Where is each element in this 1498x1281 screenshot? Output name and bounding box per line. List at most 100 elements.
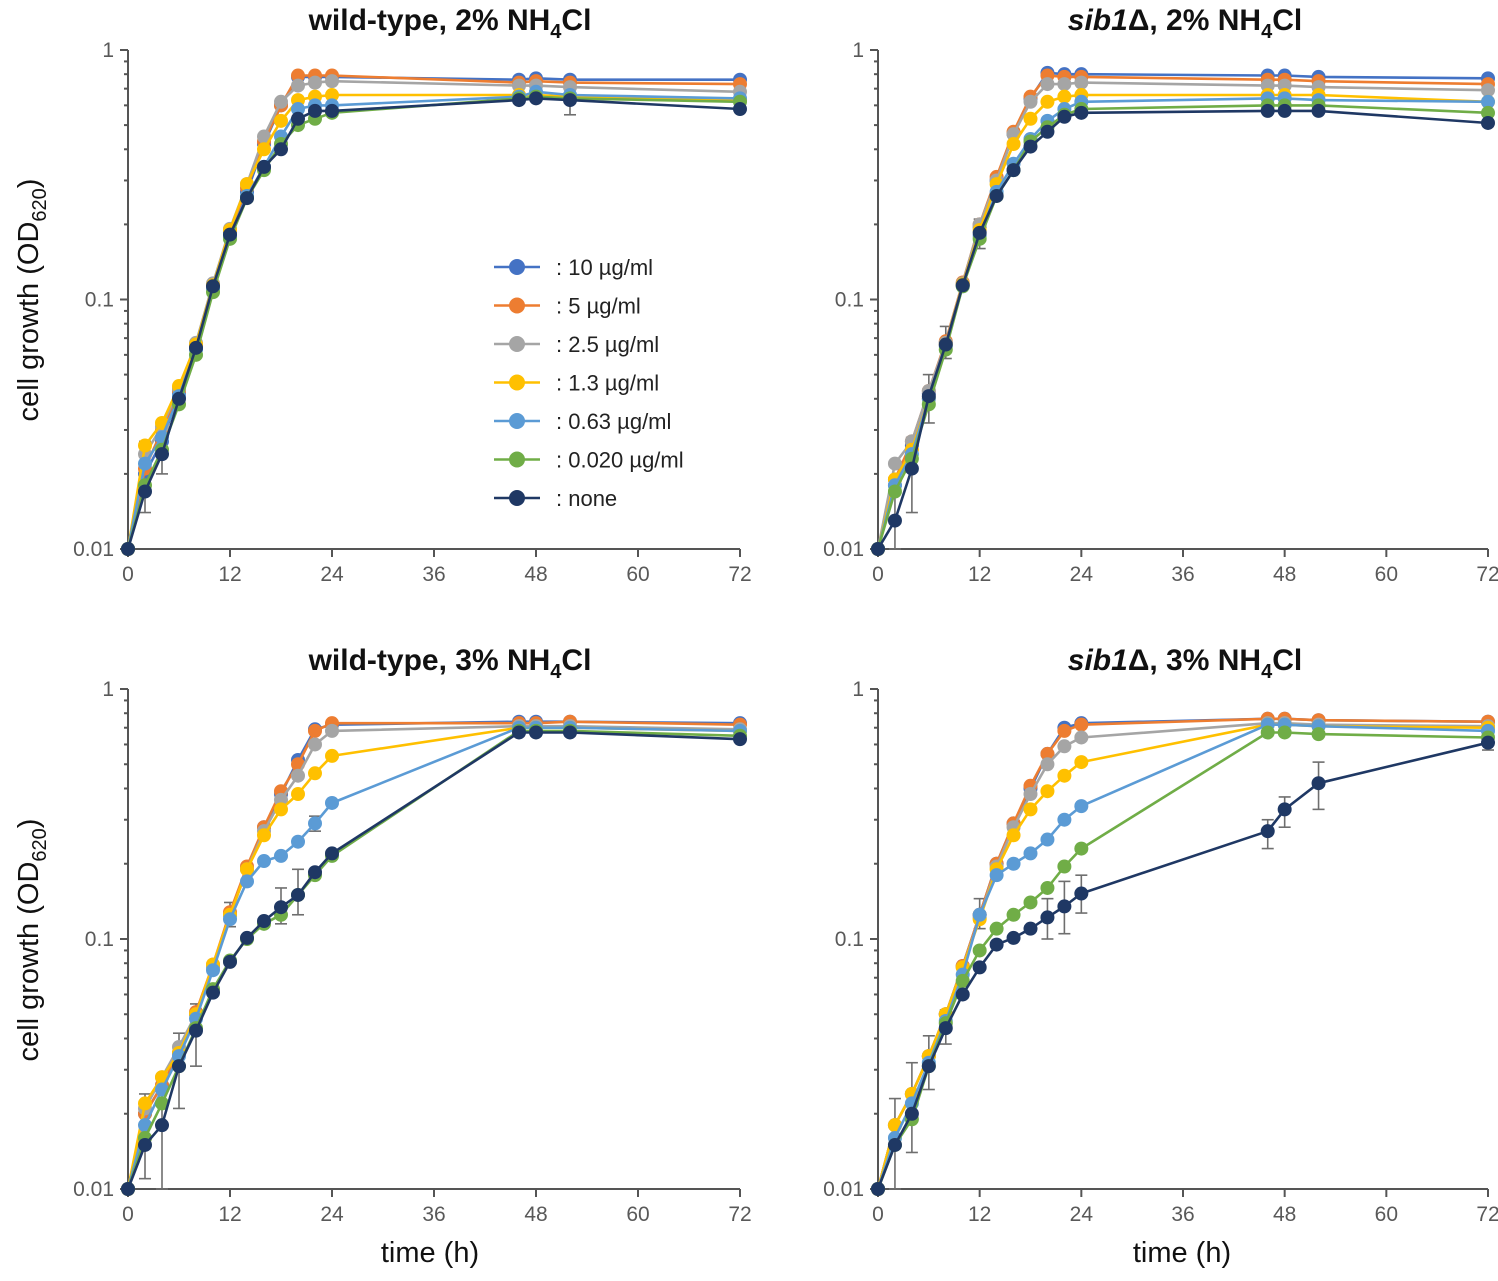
data-point (887, 456, 902, 471)
series-none (121, 725, 747, 1196)
series-line (126, 726, 741, 1190)
data-point (871, 542, 885, 556)
data-point (308, 103, 322, 118)
x-tick-label: 12 (968, 563, 991, 586)
y-axis-title-bottom: cell growth (OD620) (13, 819, 51, 1062)
data-point (1023, 111, 1038, 126)
data-point (972, 943, 987, 958)
data-point (1074, 105, 1089, 120)
data-point (1006, 828, 1021, 843)
data-point (325, 74, 339, 89)
series-none (871, 103, 1495, 556)
legend-entry: : 10 µg/ml (494, 255, 653, 280)
data-point (223, 912, 237, 927)
data-point (563, 93, 577, 108)
x-tick-label: 12 (968, 1203, 991, 1226)
y-tick-label: 1 (852, 39, 864, 62)
series-1-3-g-ml (121, 88, 747, 556)
legend-label: : 0.020 µg/ml (556, 448, 684, 473)
data-point (871, 1182, 885, 1196)
data-point (1481, 94, 1495, 109)
data-point (529, 91, 543, 106)
x-tick-label: 36 (422, 1203, 445, 1226)
series-line (876, 71, 1489, 550)
data-point (887, 1137, 902, 1152)
data-point (1074, 799, 1089, 814)
legend-entry: : 5 µg/ml (494, 294, 641, 319)
series-line (126, 726, 741, 1190)
data-point (1481, 83, 1495, 98)
data-point (1260, 103, 1275, 118)
series-line (876, 104, 1489, 550)
data-point (240, 191, 254, 206)
data-point (972, 225, 987, 240)
data-point (257, 828, 271, 843)
data-point (172, 1059, 186, 1074)
data-point (291, 787, 305, 802)
data-point (1057, 768, 1072, 783)
panel-title: sib1Δ, 2% NH4Cl (1068, 4, 1302, 43)
data-point (1023, 846, 1038, 861)
data-point (1311, 103, 1326, 118)
x-tick-label: 48 (524, 1203, 547, 1226)
y-tick-label: 0.1 (835, 289, 864, 312)
x-axis-title-left: time (h) (381, 1237, 479, 1269)
y-tick-label: 0.01 (73, 538, 114, 561)
data-point (308, 865, 322, 880)
data-point (189, 340, 203, 355)
data-point (733, 102, 747, 117)
x-tick-label: 36 (1171, 1203, 1194, 1226)
y-tick-label: 0.1 (835, 928, 864, 951)
data-point (921, 1059, 936, 1074)
data-point (1040, 77, 1055, 92)
series-5-g-ml (121, 68, 747, 556)
data-point (308, 737, 322, 752)
data-point (291, 78, 305, 93)
data-point (904, 461, 919, 476)
data-point (563, 725, 577, 740)
legend-entry: : 2.5 µg/ml (494, 332, 659, 357)
data-point (512, 725, 526, 740)
data-point (1040, 746, 1055, 761)
data-point (274, 900, 288, 915)
data-point (1277, 103, 1292, 118)
panel-title: wild-type, 3% NH4Cl (308, 644, 592, 683)
data-point (291, 887, 305, 902)
data-point (955, 278, 970, 293)
series-line (126, 731, 741, 1190)
data-point (325, 795, 339, 810)
legend-marker (509, 336, 525, 352)
data-point (972, 907, 987, 922)
series-line (126, 97, 741, 550)
data-point (223, 954, 237, 969)
legend-entry: : 1.3 µg/ml (494, 371, 659, 396)
data-point (1057, 109, 1072, 124)
legend-entry: : 0.63 µg/ml (494, 409, 671, 434)
data-point (1006, 163, 1021, 178)
panel-title: wild-type, 2% NH4Cl (308, 4, 592, 43)
data-point (155, 447, 169, 462)
data-point (240, 862, 254, 877)
panel-sib1-2pct: sib1Δ, 2% NH4Cl 0.01 0.1 1 0 12 24 36 48 60 72 (823, 4, 1498, 586)
legend-marker (509, 259, 525, 275)
data-point (989, 188, 1004, 203)
y-tick-label: 0.01 (73, 1178, 114, 1201)
data-point (1074, 717, 1089, 732)
x-tick-label: 24 (320, 1203, 344, 1226)
series-line (126, 95, 741, 550)
series-line (876, 723, 1489, 1190)
data-point (1481, 115, 1495, 130)
data-point (938, 337, 953, 352)
x-tick-label: 24 (1070, 1203, 1094, 1226)
legend-marker (509, 413, 525, 429)
data-point (138, 1137, 152, 1152)
panel-sib1-3pct: sib1Δ, 3% NH4Cl 0.01 0.1 1 0 12 24 36 48 60 72 (823, 644, 1498, 1226)
x-tick-label: 24 (1070, 563, 1094, 586)
series-line (876, 97, 1489, 550)
series-line (876, 723, 1489, 1190)
data-point (1040, 757, 1055, 772)
legend-label: : 2.5 µg/ml (556, 332, 659, 357)
data-point (1040, 910, 1055, 925)
data-point (274, 94, 288, 109)
y-axis-title-top: cell growth (OD620) (13, 179, 51, 422)
